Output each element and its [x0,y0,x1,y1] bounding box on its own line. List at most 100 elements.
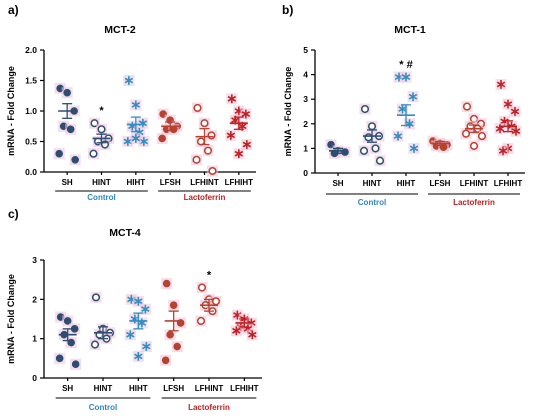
data-point-lfhiht-stroke-2 [495,125,505,132]
category-label-lfhiht: LFHIHT [225,178,254,187]
data-point-lfhint [469,141,479,150]
data-point-lfhiht-stroke-2 [227,95,237,102]
significance-marker: * [99,105,104,117]
y-tick-label: 2 [32,294,37,304]
data-point-lfhint [200,119,209,128]
category-label-lfhint: LFHINT [195,384,224,393]
data-point-hiht-stroke-2 [126,331,135,338]
data-point-hiht-stroke-2 [401,74,411,80]
data-point-hint [360,104,370,114]
data-point-hiht [398,104,407,114]
data-point-lfhiht-stroke-2 [498,147,508,154]
data-point-lfhiht [227,94,237,104]
category-label-lfhiht: LFHIHT [494,179,523,188]
y-axis-label: mRNA - Fold Change [6,274,16,364]
data-point-lfsh [158,134,166,143]
panel-letter: a) [8,3,19,17]
data-point-lfhiht [248,330,257,340]
panel-1: a) MCT-2 mRNA - Fold Change 0.0 0.5 1.0 1.5 2.0… [6,3,256,202]
category-label-lfhiht: LFHIHT [230,384,259,393]
significance-marker: * # [399,59,412,71]
panel-2: b) MCT-1 mRNA - Fold Change 0 1 2 3 4 5 SH HINT HIH… [282,3,525,207]
data-point-lfhiht [503,99,513,109]
y-tick-label: 5 [303,45,308,55]
data-point-lfhint [196,137,206,146]
data-point-hint [375,156,385,165]
data-point-sh [55,354,64,363]
data-point-lfsh [439,143,448,151]
data-point-lfhiht [498,146,508,156]
data-point-lfhiht [232,326,241,336]
data-point-hint [91,293,101,302]
y-tick-label: 3 [303,94,308,104]
data-point-lfhiht-stroke-2 [241,111,251,117]
data-point-lfhint [193,103,202,112]
data-point-lfhiht-stroke-2 [510,108,520,115]
data-point-lfsh [169,301,178,310]
data-point-lfhiht-stroke-2 [234,150,244,157]
category-label-hiht: HIHT [397,179,416,188]
chart-title: MCT-1 [394,24,426,36]
data-point-lfhiht-stroke-2 [238,123,247,130]
category-label-lfhint: LFHINT [460,179,489,188]
group-label-control: Control [358,198,386,207]
data-point-hiht-stroke-2 [141,306,150,313]
category-label-sh: SH [332,179,343,188]
data-point-hiht-stroke-2 [142,343,151,350]
data-point-lfhiht-stroke-2 [511,128,521,135]
data-point-hiht-stroke-2 [134,298,143,305]
group-label-control: Control [89,403,117,412]
data-point-hint [371,144,380,153]
data-point-hint [97,125,106,134]
y-tick-label: 1 [303,143,308,153]
data-point-lfhiht-stroke-2 [242,141,252,148]
data-point-lfhiht-stroke-2 [503,101,513,108]
y-tick-label: 0.5 [25,137,37,147]
data-point-hint [359,146,369,155]
data-point-lfhint [477,132,487,141]
data-point-lfhint [197,283,207,292]
data-point-lfhint [203,146,213,155]
data-point-lfhint [208,166,217,176]
category-label-lfhint: LFHINT [190,178,219,187]
y-tick-label: 2 [303,119,308,129]
y-tick-label: 3 [32,255,37,265]
data-point-lfhiht [241,109,251,119]
data-point-hiht [409,144,419,153]
data-point-hiht [393,131,403,141]
chart-title: MCT-2 [104,24,136,36]
data-point-lfhiht-stroke-2 [243,325,253,332]
data-point-hint [89,149,98,158]
category-label-sh: SH [62,178,73,187]
category-label-hint: HINT [92,178,111,187]
data-point-lfhiht [510,107,520,116]
group-label-lactoferrin: Lactoferrin [453,198,495,207]
data-point-lfhint [207,131,216,140]
data-point-hint [367,122,377,131]
data-point-lfhiht-stroke-2 [231,117,240,124]
data-point-hiht [126,330,135,340]
data-point-hiht-stroke-2 [131,102,141,108]
data-point-hint [90,340,100,349]
data-point-hiht [124,76,134,85]
data-point-lfhint [196,316,206,326]
category-label-lfsh: LFSH [430,179,451,188]
data-point-sh [63,88,71,97]
group-label-lactoferrin: Lactoferrin [188,403,230,412]
y-tick-label: 0.0 [25,167,37,177]
data-point-hiht [141,304,150,314]
y-tick-label: 0 [32,373,37,383]
chart-title: MCT-4 [109,227,141,239]
data-point-hiht [131,100,141,110]
data-point-lfhiht [234,149,244,159]
data-point-lfsh [162,279,171,288]
category-label-hint: HINT [363,179,382,188]
data-point-hiht-stroke-2 [131,135,141,142]
category-label-hiht: HIHT [129,384,148,393]
y-tick-label: 1.5 [25,76,37,86]
panel-letter: c) [8,207,19,221]
data-point-lfhiht-stroke-2 [226,132,236,139]
data-point-sh [66,125,75,134]
data-point-hiht-stroke-2 [134,353,143,360]
